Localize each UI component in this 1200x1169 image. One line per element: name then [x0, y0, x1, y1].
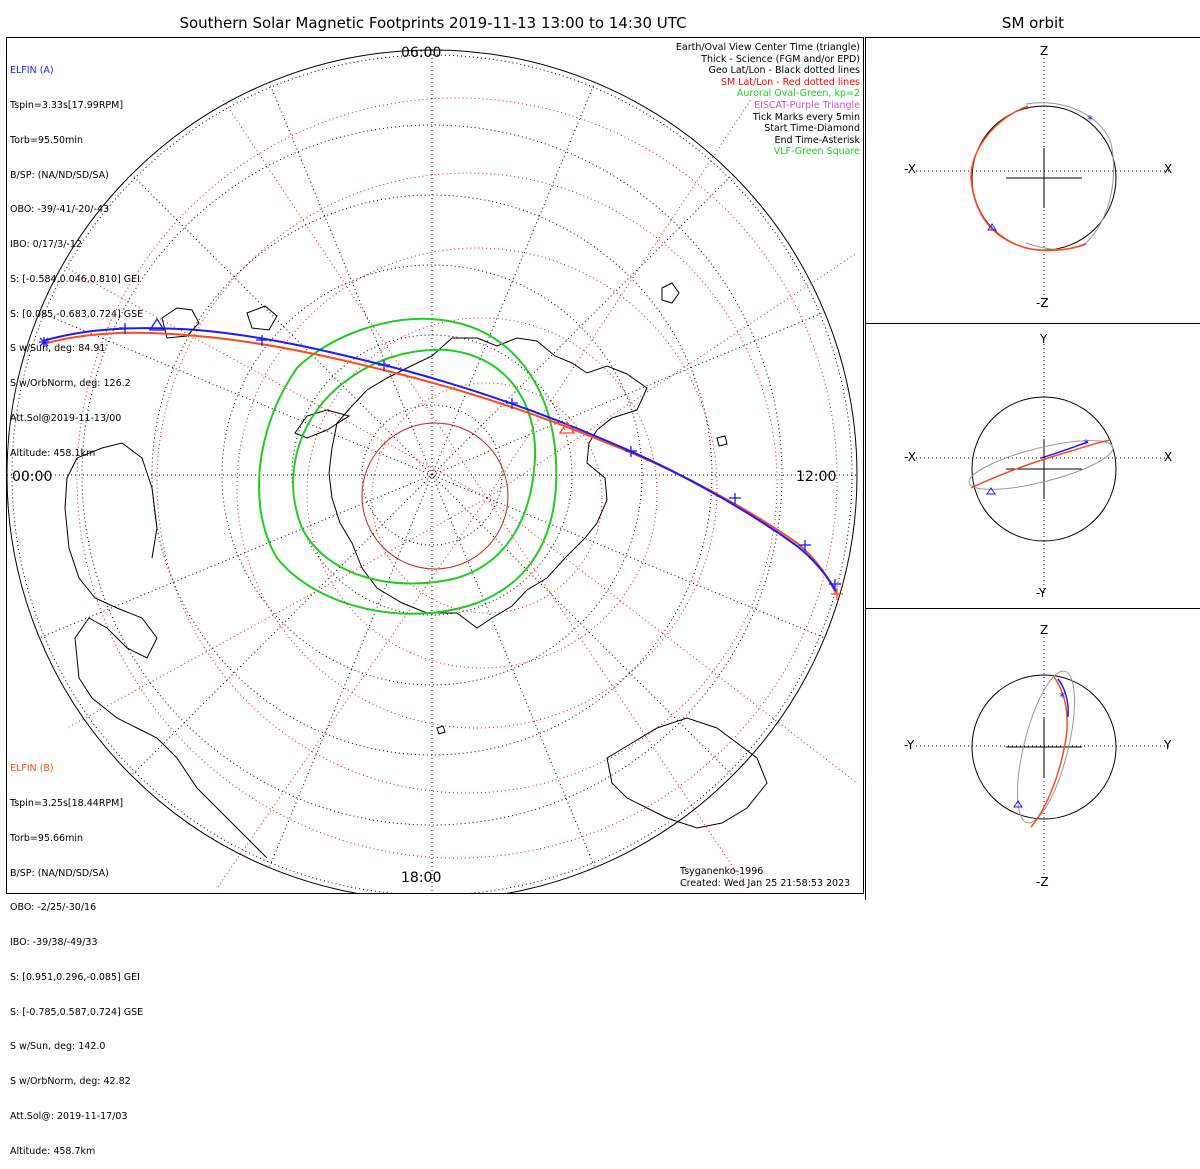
elfin-a-line: S w/OrbNorm, deg: 126.2: [10, 378, 131, 390]
elfin-a-line: Torb=95.50min: [10, 134, 84, 146]
elfin-a-line: B/SP: (NA/ND/SD/SA): [10, 169, 109, 181]
geo-longitude-lines: [7, 50, 857, 893]
geo-latitude-rings: [11, 54, 853, 893]
elfin-b-line: OBO: -2/25/-30/16: [10, 902, 97, 914]
mlt-label-left: 00:00: [12, 469, 53, 485]
elfin-b-line: Altitude: 458.7km: [10, 1145, 96, 1157]
elfin-a-line: Altitude: 458.1km: [10, 447, 96, 459]
orbit-xz-plot: *: [916, 58, 1171, 308]
orbit-xz-bottom: -Z: [1036, 296, 1049, 310]
orbit-yz-bottom: -Z: [1036, 875, 1049, 889]
orbit-yz-right: Y: [1164, 738, 1172, 752]
orbit-yz-plot: *: [916, 629, 1171, 884]
legend-item: Auroral Oval-Green, kp=2: [736, 88, 860, 100]
southern-island-outlines: [436, 282, 728, 735]
legend-item: Tick Marks every 5min: [752, 111, 860, 123]
orbit-xy-right: X: [1164, 450, 1173, 464]
polar-footprint-map: [7, 49, 858, 893]
elfin-a-line: S: [-0.584,0.046,0.810] GEI: [10, 273, 140, 285]
elfin-a-start-asterisk: [39, 337, 49, 347]
elfin-a-line: OBO: -39/-41/-20/-43: [10, 204, 110, 216]
orbit-xz-right: X: [1164, 162, 1173, 176]
elfin-b-line: S: [0.951,0.296,-0.085] GEI: [10, 971, 140, 983]
orbit-xy-plot: *: [916, 344, 1171, 594]
mlt-label-top: 06:00: [401, 45, 442, 61]
auroral-oval-outer: [257, 317, 558, 615]
orbit-yz-left: -Y: [904, 738, 915, 752]
orbit-xy-bottom: -Y: [1036, 586, 1047, 600]
plot-title: Southern Solar Magnetic Footprints 2019-…: [179, 14, 687, 32]
map-frame: [6, 37, 864, 894]
created-timestamp: Created: Wed Jan 25 21:58:53 2023: [680, 878, 851, 889]
elfin-a-view-center-triangle: [148, 317, 166, 331]
elfin-a-tick-marks: [119, 323, 841, 590]
sm-latitude-rings: [76, 97, 838, 859]
elfin-a-info: ELFIN (A) Tspin=3.33s[17.99RPM] Torb=95.…: [10, 42, 143, 471]
svg-text:*: *: [1087, 113, 1093, 127]
model-credit: Tsyganenko-1996: [680, 866, 764, 877]
elfin-b-line: S: [-0.785,0.587,0.724] GSE: [10, 1006, 144, 1018]
sm-inner-circle: [361, 422, 509, 570]
elfin-b-line: Tspin=3.25s[18.44RPM]: [10, 797, 124, 809]
legend-item: Earth/Oval View Center Time (triangle): [675, 42, 860, 53]
orbit-panel-xz: * Z -Z -X X: [865, 37, 1200, 324]
elfin-b-line: S w/Sun, deg: 142.0: [10, 1041, 106, 1053]
orbit-panel-xy: * Y -Y -X X: [865, 323, 1200, 609]
south-america-coastline: [64, 442, 268, 859]
svg-text:*: *: [1083, 437, 1089, 451]
elfin-a-track: [42, 327, 837, 592]
elfin-b-line: B/SP: (NA/ND/SD/SA): [10, 867, 109, 879]
orbit-xz-top: Z: [1040, 44, 1049, 58]
orbit-title: SM orbit: [1001, 14, 1065, 32]
legend-item: Start Time-Diamond: [764, 123, 860, 135]
orbit-xz-left: -X: [904, 162, 916, 176]
australia-coastline: [606, 717, 768, 829]
auroral-oval-inner: [292, 348, 537, 585]
elfin-b-info: ELFIN (B) Tspin=3.25s[18.44RPM] Torb=95.…: [10, 740, 143, 1169]
elfin-a-line: Att.Sol@2019-11-13/00: [10, 413, 122, 424]
legend-item: Geo Lat/Lon - Black dotted lines: [708, 65, 860, 77]
svg-text:*: *: [1059, 690, 1065, 704]
orbit-yz-top: Z: [1040, 623, 1049, 637]
elfin-b-line: S w/OrbNorm, deg: 42.82: [10, 1076, 131, 1088]
orbit-xy-top: Y: [1040, 332, 1048, 346]
orbit-xy-left: -X: [904, 450, 916, 464]
mlt-label-bottom: 18:00: [401, 870, 442, 886]
elfin-b-view-center-triangle: [558, 420, 576, 434]
antarctica-coastline: [328, 337, 648, 629]
elfin-b-name: ELFIN (B): [10, 763, 54, 775]
elfin-a-line: IBO: 0/17/3/-12: [10, 239, 82, 251]
elfin-b-line: IBO: -39/38/-49/33: [10, 937, 98, 949]
elfin-a-name: ELFIN (A): [10, 65, 54, 77]
elfin-b-track: [42, 331, 837, 594]
elfin-a-line: S w/Sun, deg: 84.91: [10, 343, 106, 355]
legend-item: EISCAT-Purple Triangle: [754, 99, 860, 111]
legend-item: Thick - Science (FGM and/or EPD): [701, 53, 860, 65]
elfin-b-line: Torb=95.66min: [10, 832, 84, 844]
orbit-panel-yz: * Z -Z -Y Y: [865, 608, 1200, 900]
legend-item: VLF-Green Square: [773, 146, 860, 158]
elfin-b-line: Att.Sol@: 2019-11-17/03: [10, 1111, 128, 1122]
legend-item: End Time-Asterisk: [774, 134, 860, 146]
elfin-a-line: Tspin=3.33s[17.99RPM]: [10, 99, 124, 111]
map-legend: Earth/Oval View Center Time (triangle) T…: [676, 42, 860, 158]
africa-coastline: [161, 305, 278, 339]
legend-item: SM Lat/Lon - Red dotted lines: [720, 76, 860, 88]
elfin-b-end-marker: [831, 588, 843, 600]
mlt-label-right: 12:00: [796, 469, 837, 485]
elfin-a-line: S: [0.085,-0.683,0.724] GSE: [10, 308, 144, 320]
antarctic-peninsula: [294, 409, 351, 439]
